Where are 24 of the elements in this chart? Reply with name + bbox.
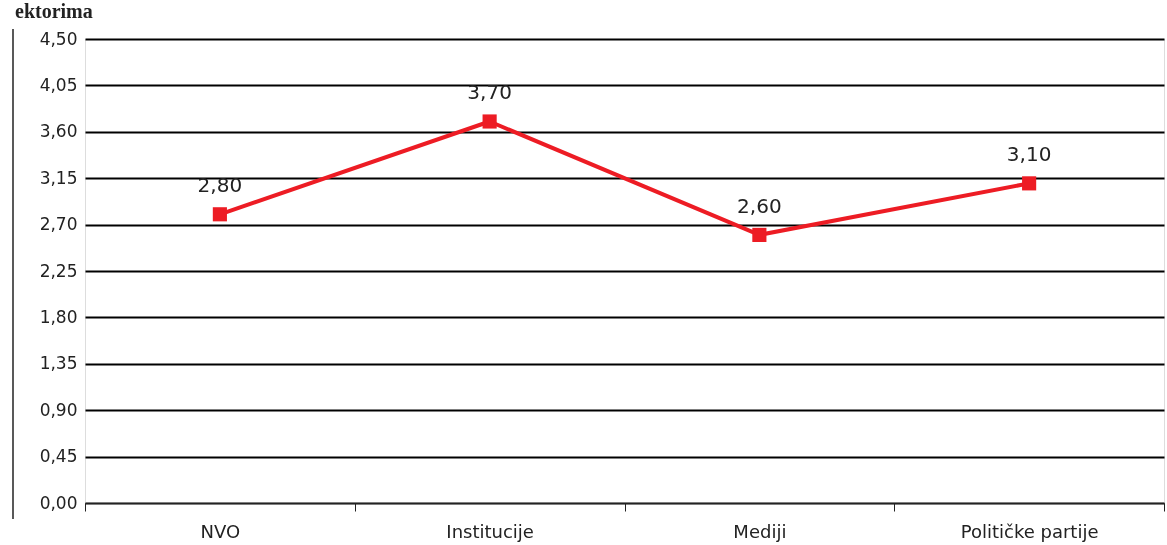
y-tick-label: 4,05	[39, 74, 78, 95]
point	[212, 207, 227, 222]
y-tick-label: 2,25	[39, 260, 78, 281]
text: 2,60	[737, 193, 782, 218]
y-tick-label: 0,45	[39, 446, 78, 467]
text: 3,10	[1006, 142, 1052, 167]
y-tick-label: 3,15	[39, 167, 78, 188]
chart-title: ektorima	[15, 0, 93, 23]
x-tick-label: Političke partije	[960, 520, 1099, 542]
x-tick-label: Institucije	[446, 520, 534, 542]
x-tick-label: Mediji	[733, 520, 787, 542]
y-tick-label: 3,60	[39, 121, 78, 142]
y-tick-label: 2,70	[39, 214, 78, 235]
y-tick-label: 0,90	[39, 399, 78, 420]
point	[1022, 176, 1037, 191]
text: 3,70	[467, 80, 512, 105]
point	[752, 227, 767, 242]
point	[482, 114, 497, 129]
y-tick-label: 0,00	[39, 492, 78, 513]
text: 2,80	[197, 173, 243, 198]
y-tick-label: 1,80	[39, 306, 78, 327]
x-tick-label: NVO	[200, 520, 241, 542]
y-tick-label: 1,35	[39, 353, 78, 374]
y-tick-label: 4,50	[39, 28, 78, 49]
